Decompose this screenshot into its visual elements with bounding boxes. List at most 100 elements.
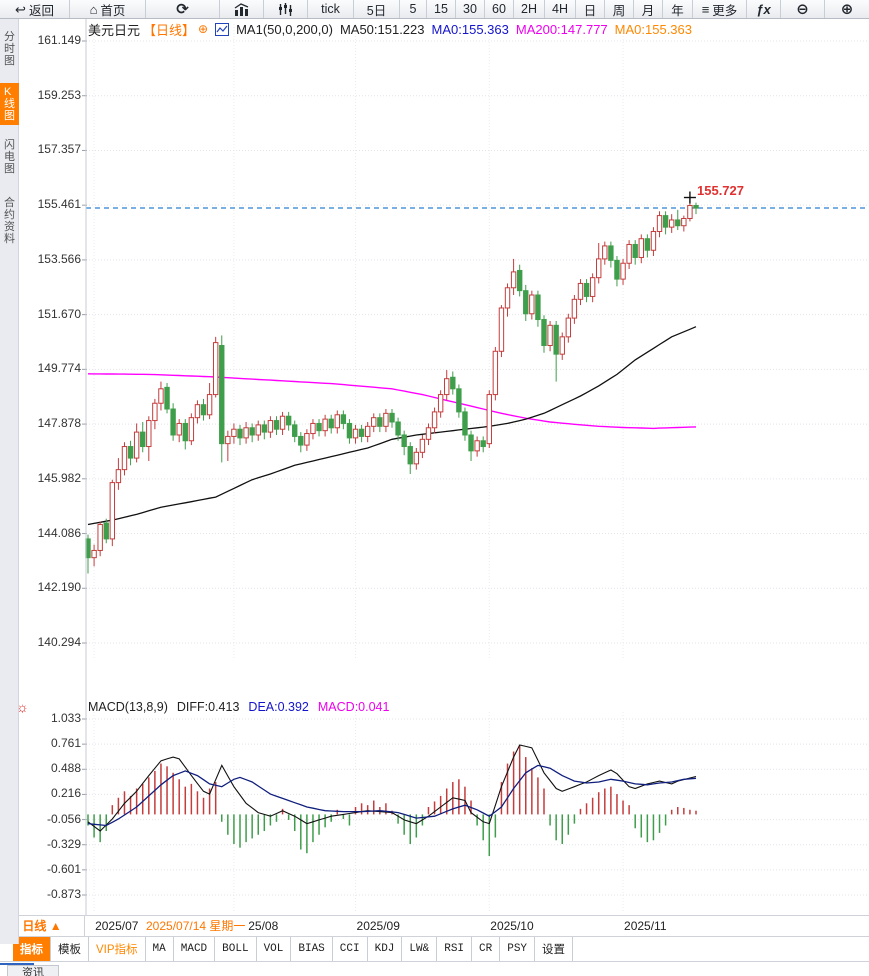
latest-price-label: 155.727 bbox=[697, 183, 744, 198]
tab-kline-chart[interactable]: K线图 bbox=[0, 83, 19, 125]
macd-dea-value: DEA:0.392 bbox=[248, 700, 309, 714]
macd-axis-tick: -0.873 bbox=[46, 887, 81, 901]
price-axis-tick: 144.086 bbox=[37, 525, 81, 540]
tab-settings[interactable]: 设置 bbox=[535, 937, 574, 961]
tab-indicator[interactable]: 指标 bbox=[13, 937, 51, 961]
macd-axis-tick: 0.216 bbox=[50, 786, 81, 801]
tab-macd[interactable]: MACD bbox=[174, 937, 216, 961]
news-tab[interactable]: 资讯 bbox=[7, 965, 59, 976]
macd-axis-tick: -0.329 bbox=[46, 836, 81, 851]
ma200-value: MA200:147.777 bbox=[515, 21, 608, 37]
home-button[interactable]: ⌂ 首页 bbox=[70, 0, 146, 18]
tab-rsi[interactable]: RSI bbox=[437, 937, 473, 961]
tab-vol[interactable]: VOL bbox=[257, 937, 292, 961]
macd-axis-tick: 0.761 bbox=[50, 736, 81, 751]
period-tag: 【日线】 bbox=[143, 22, 196, 38]
ma200-line bbox=[87, 373, 697, 430]
tab-cci[interactable]: CCI bbox=[333, 937, 368, 961]
ma50-value: MA50:151.223 bbox=[339, 21, 425, 37]
period-selector[interactable]: 日线 ▲ bbox=[0, 916, 85, 937]
candlestick-layer bbox=[85, 197, 699, 574]
interval-30m[interactable]: 30 bbox=[456, 0, 485, 18]
candlestick-button[interactable] bbox=[264, 0, 308, 18]
interval-day-label: 日 bbox=[583, 3, 597, 18]
back-button[interactable]: ↩ 返回 bbox=[0, 0, 70, 18]
price-axis-tick: 145.982 bbox=[37, 470, 81, 485]
refresh-icon: ⟳ bbox=[176, 0, 189, 18]
tab-ma[interactable]: MA bbox=[146, 937, 174, 961]
interval-15m[interactable]: 15 bbox=[427, 0, 456, 18]
fx-indicator-button[interactable]: ƒx bbox=[747, 0, 781, 18]
price-axis-tick: 155.461 bbox=[37, 197, 81, 212]
chart-type-sidebar: 分时图 K线图闪电图合约资料 bbox=[0, 19, 19, 944]
more-button[interactable]: ≡ 更多 bbox=[693, 0, 747, 18]
ma-settings-label: MA1(50,0,200,0) bbox=[236, 21, 333, 37]
interval-2h-label: 2H bbox=[521, 2, 537, 16]
crosshair-marker bbox=[683, 191, 696, 204]
interval-5d[interactable]: 5日 bbox=[354, 0, 400, 18]
tab-contract-info[interactable]: 合约资料 bbox=[4, 197, 15, 245]
interval-year-label: 年 bbox=[671, 3, 684, 18]
interval-day[interactable]: 日 bbox=[576, 0, 605, 18]
zoom-out-button[interactable]: ⊖ bbox=[781, 0, 825, 18]
grid-layer bbox=[82, 24, 869, 912]
refresh-button[interactable]: ⟳ bbox=[146, 0, 220, 18]
bar-chart-button[interactable] bbox=[220, 0, 264, 18]
interval-30m-label: 30 bbox=[463, 2, 477, 16]
macd-title: MACD(13,8,9) bbox=[88, 700, 168, 714]
back-button-label: 返回 bbox=[28, 3, 54, 18]
zoom-in-button[interactable]: ⊕ bbox=[825, 0, 869, 18]
macd-settings-icon[interactable]: ☼ bbox=[16, 699, 29, 715]
crosshair-date-label: 2025/07/14 星期一 bbox=[143, 918, 249, 935]
price-axis-tick: 149.774 bbox=[37, 361, 81, 376]
interval-15m-label: 15 bbox=[434, 2, 448, 16]
tab-psy[interactable]: PSY bbox=[500, 937, 536, 961]
macd-panel-layer bbox=[87, 744, 697, 857]
price-axis-tick: 147.878 bbox=[37, 416, 81, 431]
time-axis-tick: 2025/11 bbox=[624, 919, 667, 933]
interval-week-label: 周 bbox=[612, 3, 626, 18]
macd-axis-tick: 1.033 bbox=[50, 711, 81, 725]
scroll-indicator bbox=[0, 963, 34, 965]
time-axis-tick: 2025/07 bbox=[95, 919, 139, 933]
chart-type-icon[interactable] bbox=[215, 22, 230, 36]
time-axis-tick: 2025/10 bbox=[490, 919, 534, 933]
macd-axis-tick: -0.601 bbox=[46, 861, 81, 876]
interval-4h[interactable]: 4H bbox=[545, 0, 576, 18]
interval-tick-label: tick bbox=[321, 2, 340, 16]
interval-year[interactable]: 年 bbox=[663, 0, 693, 18]
ma0-blue-value: MA0:155.363 bbox=[431, 21, 509, 37]
tab-boll[interactable]: BOLL bbox=[215, 937, 257, 961]
interval-month[interactable]: 月 bbox=[634, 0, 663, 18]
price-axis-tick: 142.190 bbox=[37, 580, 81, 595]
time-axis-row: 日线 ▲ 2025/07 2025/08 2025/09 2025/10 2025/11… bbox=[0, 915, 869, 937]
interval-5m[interactable]: 5 bbox=[400, 0, 427, 18]
tab-bias[interactable]: BIAS bbox=[291, 937, 333, 961]
interval-60m[interactable]: 60 bbox=[485, 0, 514, 18]
macd-axis-tick: 0.488 bbox=[50, 761, 81, 776]
tab-cr[interactable]: CR bbox=[472, 937, 501, 961]
add-indicator-icon[interactable]: ⊕ bbox=[198, 22, 209, 36]
tab-vip-indicator[interactable]: VIP指标 bbox=[89, 937, 146, 961]
bottom-strip: 资讯 bbox=[0, 963, 869, 976]
interval-tick[interactable]: tick bbox=[308, 0, 354, 18]
tab-template[interactable]: 模板 bbox=[51, 937, 89, 961]
price-axis-tick: 159.253 bbox=[37, 87, 81, 102]
candlestick-icon bbox=[279, 2, 292, 16]
time-axis-tick: 2025/09 bbox=[356, 919, 400, 933]
home-button-label: 首页 bbox=[100, 3, 126, 18]
tab-lwr[interactable]: LW& bbox=[402, 937, 438, 961]
menu-icon: ≡ bbox=[701, 1, 710, 17]
chart-legend: 美元日元 【日线】 ⊕ MA1(50,0,200,0) MA50:151.223… bbox=[88, 21, 692, 38]
interval-5m-label: 5 bbox=[409, 2, 417, 16]
macd-diff-value: DIFF:0.413 bbox=[176, 700, 240, 714]
home-icon: ⌂ bbox=[89, 1, 98, 17]
interval-5d-label: 5日 bbox=[366, 3, 387, 18]
tab-time-chart[interactable]: 分时图 bbox=[4, 31, 15, 67]
fx-icon: ƒx bbox=[756, 1, 771, 17]
tab-kdj[interactable]: KDJ bbox=[368, 937, 403, 961]
interval-week[interactable]: 周 bbox=[605, 0, 634, 18]
interval-2h[interactable]: 2H bbox=[514, 0, 545, 18]
tab-lightning-chart[interactable]: 闪电图 bbox=[4, 139, 15, 175]
